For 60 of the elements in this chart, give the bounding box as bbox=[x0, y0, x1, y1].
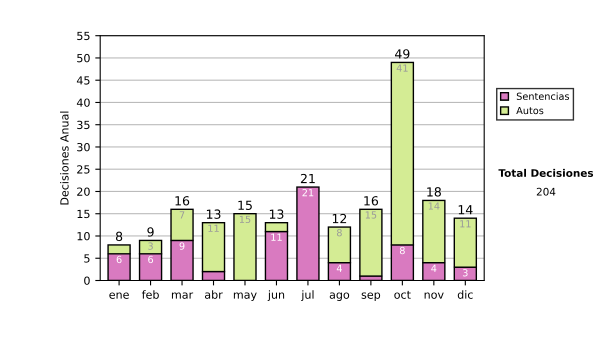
legend-label: Autos bbox=[516, 106, 544, 114]
total-label: 13 bbox=[206, 209, 220, 219]
total-label: 9 bbox=[147, 227, 154, 237]
total-label: 8 bbox=[116, 232, 122, 242]
total-label: 18 bbox=[427, 187, 441, 197]
y-tick-label: 45 bbox=[76, 76, 90, 85]
total-label: 21 bbox=[300, 174, 315, 184]
data-label: 11 bbox=[271, 234, 282, 241]
x-tick-label: ago bbox=[330, 292, 350, 301]
data-label: 11 bbox=[208, 224, 219, 232]
x-tick-label: may bbox=[234, 292, 257, 301]
data-label: 41 bbox=[396, 64, 408, 72]
y-tick-label: 35 bbox=[77, 120, 90, 130]
data-label: 15 bbox=[240, 216, 250, 224]
x-tick-label: mar bbox=[172, 292, 194, 299]
y-tick-label: 50 bbox=[77, 54, 90, 62]
y-tick-label: 15 bbox=[78, 210, 90, 218]
text: Total Decisiones bbox=[498, 168, 594, 177]
total-label: 15 bbox=[238, 200, 252, 210]
x-tick-label: jun bbox=[268, 290, 284, 301]
data-label: 3 bbox=[148, 242, 153, 250]
total-label: 12 bbox=[332, 214, 346, 224]
total-label: 14 bbox=[458, 205, 473, 214]
data-label: 4 bbox=[431, 264, 436, 272]
text: 204 bbox=[536, 188, 556, 196]
data-label: 6 bbox=[116, 256, 122, 264]
x-tick-label: nov bbox=[424, 292, 444, 299]
data-label: 9 bbox=[180, 242, 184, 250]
data-label: 8 bbox=[400, 246, 405, 254]
data-label: 4 bbox=[336, 264, 342, 272]
x-tick-label: oct bbox=[394, 290, 411, 299]
data-label: 15 bbox=[366, 211, 376, 219]
data-label: 6 bbox=[148, 256, 154, 264]
legend-label: Sentencias bbox=[516, 92, 570, 100]
total-label: 13 bbox=[270, 209, 284, 219]
y-tick-label: 5 bbox=[84, 254, 90, 263]
data-label: 21 bbox=[302, 188, 314, 196]
y-tick-label: 40 bbox=[76, 98, 90, 107]
y-tick-label: 55 bbox=[77, 32, 90, 40]
total-label: 16 bbox=[175, 196, 190, 206]
y-tick-label: 25 bbox=[77, 165, 90, 174]
y-tick-label: 10 bbox=[78, 232, 90, 240]
total-label: 49 bbox=[395, 49, 410, 59]
y-tick-label: 20 bbox=[77, 187, 90, 196]
data-label: 14 bbox=[428, 202, 440, 210]
x-tick-label: ene bbox=[109, 292, 129, 299]
data-label: 11 bbox=[460, 220, 471, 228]
x-tick-label: jul bbox=[301, 290, 314, 301]
x-tick-label: feb bbox=[142, 290, 159, 299]
y-axis-title: Decisiones Anual bbox=[60, 112, 69, 205]
data-label: 7 bbox=[180, 211, 184, 218]
data-label: 8 bbox=[336, 229, 342, 236]
y-tick-label: 0 bbox=[84, 276, 90, 285]
x-tick-label: abr bbox=[204, 290, 223, 299]
data-label: 3 bbox=[462, 269, 468, 276]
total-label: 16 bbox=[364, 196, 378, 206]
x-tick-label: dic bbox=[458, 290, 473, 299]
bar bbox=[359, 208, 383, 277]
x-tick-label: sep bbox=[362, 292, 380, 301]
y-tick-label: 30 bbox=[77, 142, 90, 152]
